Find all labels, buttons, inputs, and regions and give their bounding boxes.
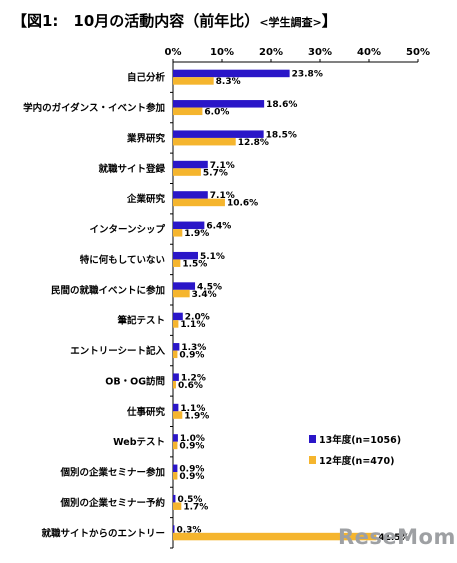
data-label-13: 7.1% <box>210 161 235 171</box>
data-label-12: 10.6% <box>227 199 258 209</box>
data-label-13: 0.5% <box>177 495 202 505</box>
bar-12 <box>173 168 201 176</box>
bar-13 <box>173 191 208 199</box>
data-label-13: 1.0% <box>180 434 205 444</box>
bar-12 <box>173 137 236 146</box>
bar-13 <box>173 403 179 412</box>
x-tick-label: 30% <box>308 47 332 58</box>
bar-13 <box>173 160 208 169</box>
data-label-12: 0.9% <box>179 351 204 361</box>
bar-13 <box>173 373 179 381</box>
data-label-13: 4.5% <box>197 282 222 292</box>
category-label: 企業研究 <box>126 193 166 205</box>
category-label: 就職サイトからのエントリー <box>41 527 165 539</box>
bar-12 <box>173 532 377 541</box>
bar-12 <box>173 259 181 267</box>
data-label-13: 18.5% <box>266 130 297 140</box>
data-label-12: 1.5% <box>182 259 207 269</box>
bar-12 <box>173 502 182 510</box>
data-label-12: 41.5% <box>378 533 409 543</box>
data-label-12: 5.7% <box>203 168 228 178</box>
data-label-13: 1.3% <box>181 343 206 353</box>
category-label: 自己分析 <box>127 72 166 84</box>
legend: 13年度(n=1056) 12年度(n=470) <box>309 434 401 467</box>
legend-label: 13年度(n=1056) <box>319 434 401 446</box>
legend-swatch <box>309 456 316 464</box>
x-tick-label: 20% <box>259 47 283 58</box>
data-label-13: 1.1% <box>180 404 205 414</box>
bar-13 <box>173 100 265 108</box>
x-tick-label: 0% <box>165 47 182 58</box>
bar-13 <box>173 525 175 533</box>
bar-12 <box>173 380 176 389</box>
bar-12 <box>173 198 225 207</box>
category-label: 民間の就職イベントに参加 <box>51 284 165 296</box>
data-label-13: 23.8% <box>292 70 323 80</box>
chart-title-sub: <学生調査> <box>259 16 322 29</box>
category-label: インターンシップ <box>89 224 165 236</box>
bar-13 <box>173 343 180 351</box>
data-label-12: 0.9% <box>179 472 204 482</box>
data-label-13: 18.6% <box>266 100 297 110</box>
bar-12 <box>173 472 178 480</box>
chart-title-main: 【図1: 10月の活動内容（前年比） <box>12 12 260 30</box>
category-label: Webテスト <box>113 437 165 448</box>
bar-12 <box>173 107 203 116</box>
category-label: 個別の企業セミナー予約 <box>59 497 165 509</box>
data-label-13: 2.0% <box>185 313 210 323</box>
data-label-12: 0.9% <box>179 442 204 452</box>
data-label-12: 6.0% <box>204 108 229 118</box>
bar-13 <box>173 494 176 503</box>
data-label-12: 12.8% <box>238 138 269 148</box>
bar-12 <box>173 320 179 328</box>
bar-12 <box>173 229 183 237</box>
data-label-13: 5.1% <box>200 252 225 262</box>
bar-13 <box>173 130 264 138</box>
x-tick-label: 40% <box>357 47 381 58</box>
data-label-13: 0.3% <box>176 525 201 535</box>
bar-13 <box>173 251 198 260</box>
category-label: 個別の企業セミナー参加 <box>59 467 165 479</box>
bar-13 <box>173 464 178 473</box>
chart-title-end: 】 <box>321 12 337 30</box>
bar-13 <box>173 312 183 321</box>
bar-12 <box>173 289 190 298</box>
bar-12 <box>173 77 214 85</box>
legend-label: 12年度(n=470) <box>319 455 394 467</box>
category-label: 就職サイト登録 <box>98 163 165 175</box>
data-label-12: 0.6% <box>178 381 203 391</box>
legend-swatch <box>309 435 316 443</box>
data-label-12: 1.1% <box>180 320 205 330</box>
data-label-13: 7.1% <box>210 191 235 201</box>
data-label-13: 0.9% <box>179 465 204 475</box>
data-label-12: 1.9% <box>184 411 209 421</box>
bar-13 <box>173 282 196 290</box>
x-tick-label: 10% <box>210 47 234 58</box>
category-label: 特に何もしていない <box>80 254 165 266</box>
data-label-13: 1.2% <box>181 373 206 383</box>
bars: 23.8%8.3%18.6%6.0%18.5%12.8%7.1%5.7%7.1%… <box>173 69 410 543</box>
data-label-12: 3.4% <box>192 290 217 300</box>
category-label: 学内のガイダンス・イベント参加 <box>23 102 165 114</box>
data-label-12: 1.7% <box>183 502 208 512</box>
bar-13 <box>173 69 290 78</box>
data-label-12: 8.3% <box>216 77 241 87</box>
category-label: 仕事研究 <box>126 406 166 418</box>
data-label-13: 6.4% <box>206 222 231 232</box>
category-label: 筆記テスト <box>116 315 165 327</box>
x-tick-label: 50% <box>406 47 430 58</box>
bar-12 <box>173 411 183 419</box>
bar-13 <box>173 434 178 442</box>
resemom-logo: ReseMom <box>338 525 456 549</box>
category-label: 業界研究 <box>126 132 166 144</box>
category-labels: 自己分析学内のガイダンス・イベント参加業界研究就職サイト登録企業研究インターンシ… <box>23 72 165 540</box>
bar-12 <box>173 441 178 450</box>
bar-12 <box>173 350 178 359</box>
data-label-12: 1.9% <box>184 229 209 239</box>
category-label: OB・OG訪問 <box>105 375 165 387</box>
chart-title: 【図1: 10月の活動内容（前年比）<学生調査>】 <box>12 10 337 31</box>
category-label: エントリーシート記入 <box>70 345 165 357</box>
bar-13 <box>173 221 205 230</box>
